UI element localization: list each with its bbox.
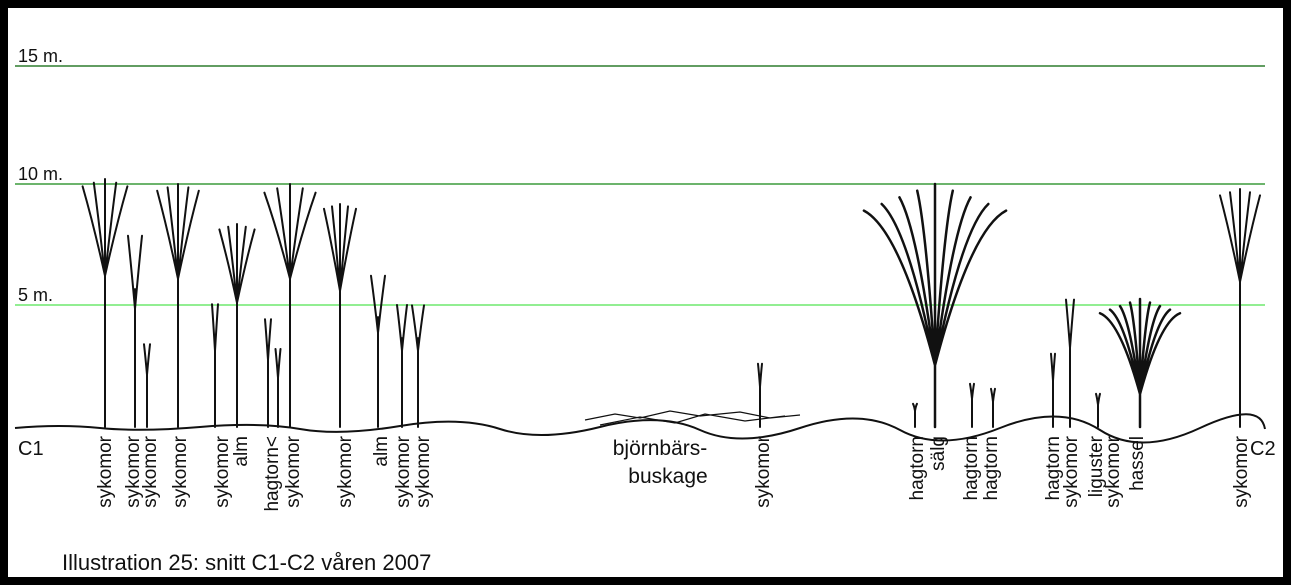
tree-label: alm (231, 436, 252, 467)
tree (1098, 297, 1182, 429)
tree (396, 304, 408, 428)
tree-label: sykomor (283, 435, 304, 507)
tree (969, 382, 975, 428)
thicket-label: björnbärs- (613, 437, 708, 460)
tree-label: sykomor (123, 435, 144, 507)
tree-label: hagtorn (907, 436, 928, 500)
tree-label: hassel (1127, 436, 1148, 491)
tree-label: sykomor (753, 435, 774, 507)
tree-label: sykomor (212, 435, 233, 507)
tree (143, 343, 151, 428)
tree-label: liguster (1086, 435, 1107, 497)
tree-label: sykomor (335, 435, 356, 507)
end-label: C2 (1250, 438, 1276, 460)
tree-label: sykomor (95, 435, 116, 507)
ground-line (14, 413, 1266, 444)
tree-label: hagtorn (1043, 436, 1064, 500)
caption: Illustration 25: snitt C1-C2 våren 2007 (62, 550, 431, 575)
tree (263, 183, 317, 428)
height-label: 10 m. (18, 164, 63, 184)
tree (218, 223, 256, 428)
tree (411, 304, 425, 428)
tree-label: alm (371, 436, 392, 467)
tree (323, 203, 357, 428)
thicket-label: buskage (628, 465, 707, 488)
trees (81, 178, 1261, 429)
tree-label: sykomor (170, 435, 191, 507)
tree (127, 234, 143, 428)
tree (1050, 352, 1056, 428)
tree (990, 387, 996, 428)
thicket (584, 410, 801, 426)
tree-label: hagtorn< (262, 436, 283, 512)
tree-label: sykomor (413, 435, 434, 507)
tree (156, 183, 200, 428)
tree-label: sykomor (1061, 435, 1082, 507)
tree (862, 182, 1008, 429)
tree (1095, 392, 1101, 428)
tree (264, 318, 272, 428)
tree-label: sykomor (140, 435, 161, 507)
tree (1219, 188, 1261, 428)
tree (211, 303, 219, 428)
tree (274, 348, 282, 428)
height-label: 5 m. (18, 285, 53, 305)
end-label: C1 (18, 438, 44, 460)
tree-label: sykomor (1103, 435, 1124, 507)
tree (370, 274, 386, 428)
tree (757, 362, 763, 428)
tree (81, 178, 129, 428)
tree-label: sykomor (1231, 435, 1252, 507)
tree-label: sykomor (393, 435, 414, 507)
tree (1065, 298, 1075, 428)
tree (912, 402, 918, 428)
tree-label: hagtorn (981, 436, 1002, 500)
tree-label: sälg (928, 436, 949, 471)
tree-label: hagtorn (961, 436, 982, 500)
height-label: 15 m. (18, 46, 63, 66)
